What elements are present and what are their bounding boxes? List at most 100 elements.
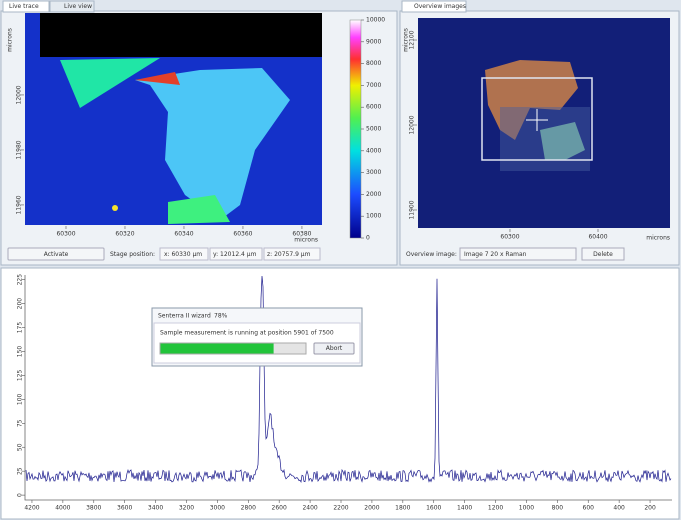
button-label: Delete [593, 251, 613, 258]
axis-label: microns [294, 237, 318, 244]
colorbar-label: 1000 [366, 213, 381, 220]
x-tick-label: 3400 [148, 505, 163, 512]
x-tick-label: 1200 [488, 505, 503, 512]
stage-field [263, 247, 321, 261]
x-tick-label: 60400 [588, 234, 607, 241]
stage-z: z: 20757.9 µm [267, 251, 311, 258]
dialog-progress: 78% [214, 313, 228, 320]
y-tick-label: 11900 [409, 200, 416, 219]
x-tick-label: 60340 [174, 231, 193, 238]
x-tick-label: 800 [552, 505, 564, 512]
map-spot [112, 205, 118, 211]
y-tick-label: 50 [17, 443, 24, 451]
y-tick-label: 75 [17, 419, 24, 427]
colorbar-label: 8000 [366, 60, 381, 67]
crosshair [526, 109, 548, 131]
colorbar-label: 3000 [366, 169, 381, 176]
view-frame [481, 77, 593, 161]
x-tick-label: 60300 [56, 231, 75, 238]
axis-label: microns [7, 28, 14, 52]
x-tick-label: 1600 [426, 505, 441, 512]
x-tick-label: 200 [644, 505, 656, 512]
dialog-message: Sample measurement is running at positio… [160, 330, 334, 337]
tab-label: Live view [64, 3, 92, 10]
map-region [168, 195, 230, 224]
dialog-title: Senterra II wizard [158, 313, 211, 320]
y-tick-label: 12000 [409, 115, 416, 134]
x-tick-label: 3800 [86, 505, 101, 512]
map-unscanned [40, 13, 322, 57]
y-tick-label: 12000 [16, 85, 23, 104]
y-tick-label: 25 [17, 467, 24, 475]
tab[interactable] [49, 0, 95, 13]
map-region [60, 58, 160, 108]
x-tick-label: 4000 [55, 505, 70, 512]
image-select-value: Image 7 20 x Raman [464, 251, 527, 258]
stage-x: x: 60330 µm [164, 251, 202, 258]
stage-field [209, 247, 263, 261]
colorbar-label: 7000 [366, 82, 381, 89]
x-tick-label: 600 [583, 505, 595, 512]
axis-label: microns [403, 28, 410, 52]
x-tick-label: 60360 [233, 231, 252, 238]
colorbar-label: 5000 [366, 126, 381, 133]
stage-y: y: 12012.4 µm [213, 251, 257, 258]
x-tick-label: 2000 [364, 505, 379, 512]
tab[interactable] [2, 0, 50, 13]
colorbar-label: 10000 [366, 17, 385, 24]
spectrum-axes [24, 275, 672, 501]
spectrum-trace [25, 275, 672, 483]
x-tick-label: 3200 [179, 505, 194, 512]
tab-label: Overview images [414, 3, 466, 10]
image-select[interactable] [459, 247, 577, 261]
x-tick-label: 3000 [210, 505, 225, 512]
stage-label: Stage position: [110, 251, 155, 258]
y-tick-label: 12100 [409, 30, 416, 49]
x-tick-label: 2200 [333, 505, 348, 512]
colorbar [349, 19, 362, 239]
colorbar-label: 4000 [366, 147, 381, 154]
y-tick-label: 125 [17, 370, 24, 382]
delete-button[interactable] [581, 247, 625, 261]
overview-image-label: Overview image: [406, 251, 457, 258]
progress-fill [160, 343, 274, 354]
x-tick-label: 60300 [500, 234, 519, 241]
y-tick-label: 200 [17, 298, 24, 310]
x-tick-label: 1000 [519, 505, 534, 512]
tab-label: Live trace [9, 3, 39, 10]
x-tick-label: 60380 [292, 231, 311, 238]
y-tick-label: 0 [17, 493, 24, 497]
colorbar-label: 2000 [366, 191, 381, 198]
map-region [135, 72, 180, 85]
colorbar-label: 6000 [366, 104, 381, 111]
button-label: Activate [44, 251, 69, 258]
x-tick-label: 1800 [395, 505, 410, 512]
x-tick-label: 2800 [241, 505, 256, 512]
y-tick-label: 100 [17, 393, 24, 405]
map-region [135, 68, 290, 220]
axis-label: microns [646, 235, 670, 242]
colorbar-label: 9000 [366, 38, 381, 45]
x-tick-label: 1400 [457, 505, 472, 512]
overview-sample [485, 60, 578, 140]
y-tick-label: 225 [17, 274, 24, 286]
abort-button[interactable] [313, 342, 355, 355]
y-tick-label: 175 [17, 322, 24, 334]
x-tick-label: 2600 [272, 505, 287, 512]
overview-image [418, 18, 670, 228]
x-tick-label: 3600 [117, 505, 132, 512]
activate-button[interactable] [7, 247, 105, 261]
y-tick-label: 11980 [16, 140, 23, 159]
y-tick-label: 11960 [16, 195, 23, 214]
colorbar-label: 0 [366, 235, 370, 242]
x-tick-label: 2400 [302, 505, 317, 512]
tab[interactable] [401, 0, 467, 13]
overview-sample [540, 122, 585, 160]
spectrum-panel [0, 267, 680, 520]
x-tick-label: 4200 [24, 505, 39, 512]
y-tick-label: 150 [17, 346, 24, 358]
button-label: Abort [326, 345, 343, 352]
x-tick-label: 60320 [115, 231, 134, 238]
x-tick-label: 400 [613, 505, 625, 512]
